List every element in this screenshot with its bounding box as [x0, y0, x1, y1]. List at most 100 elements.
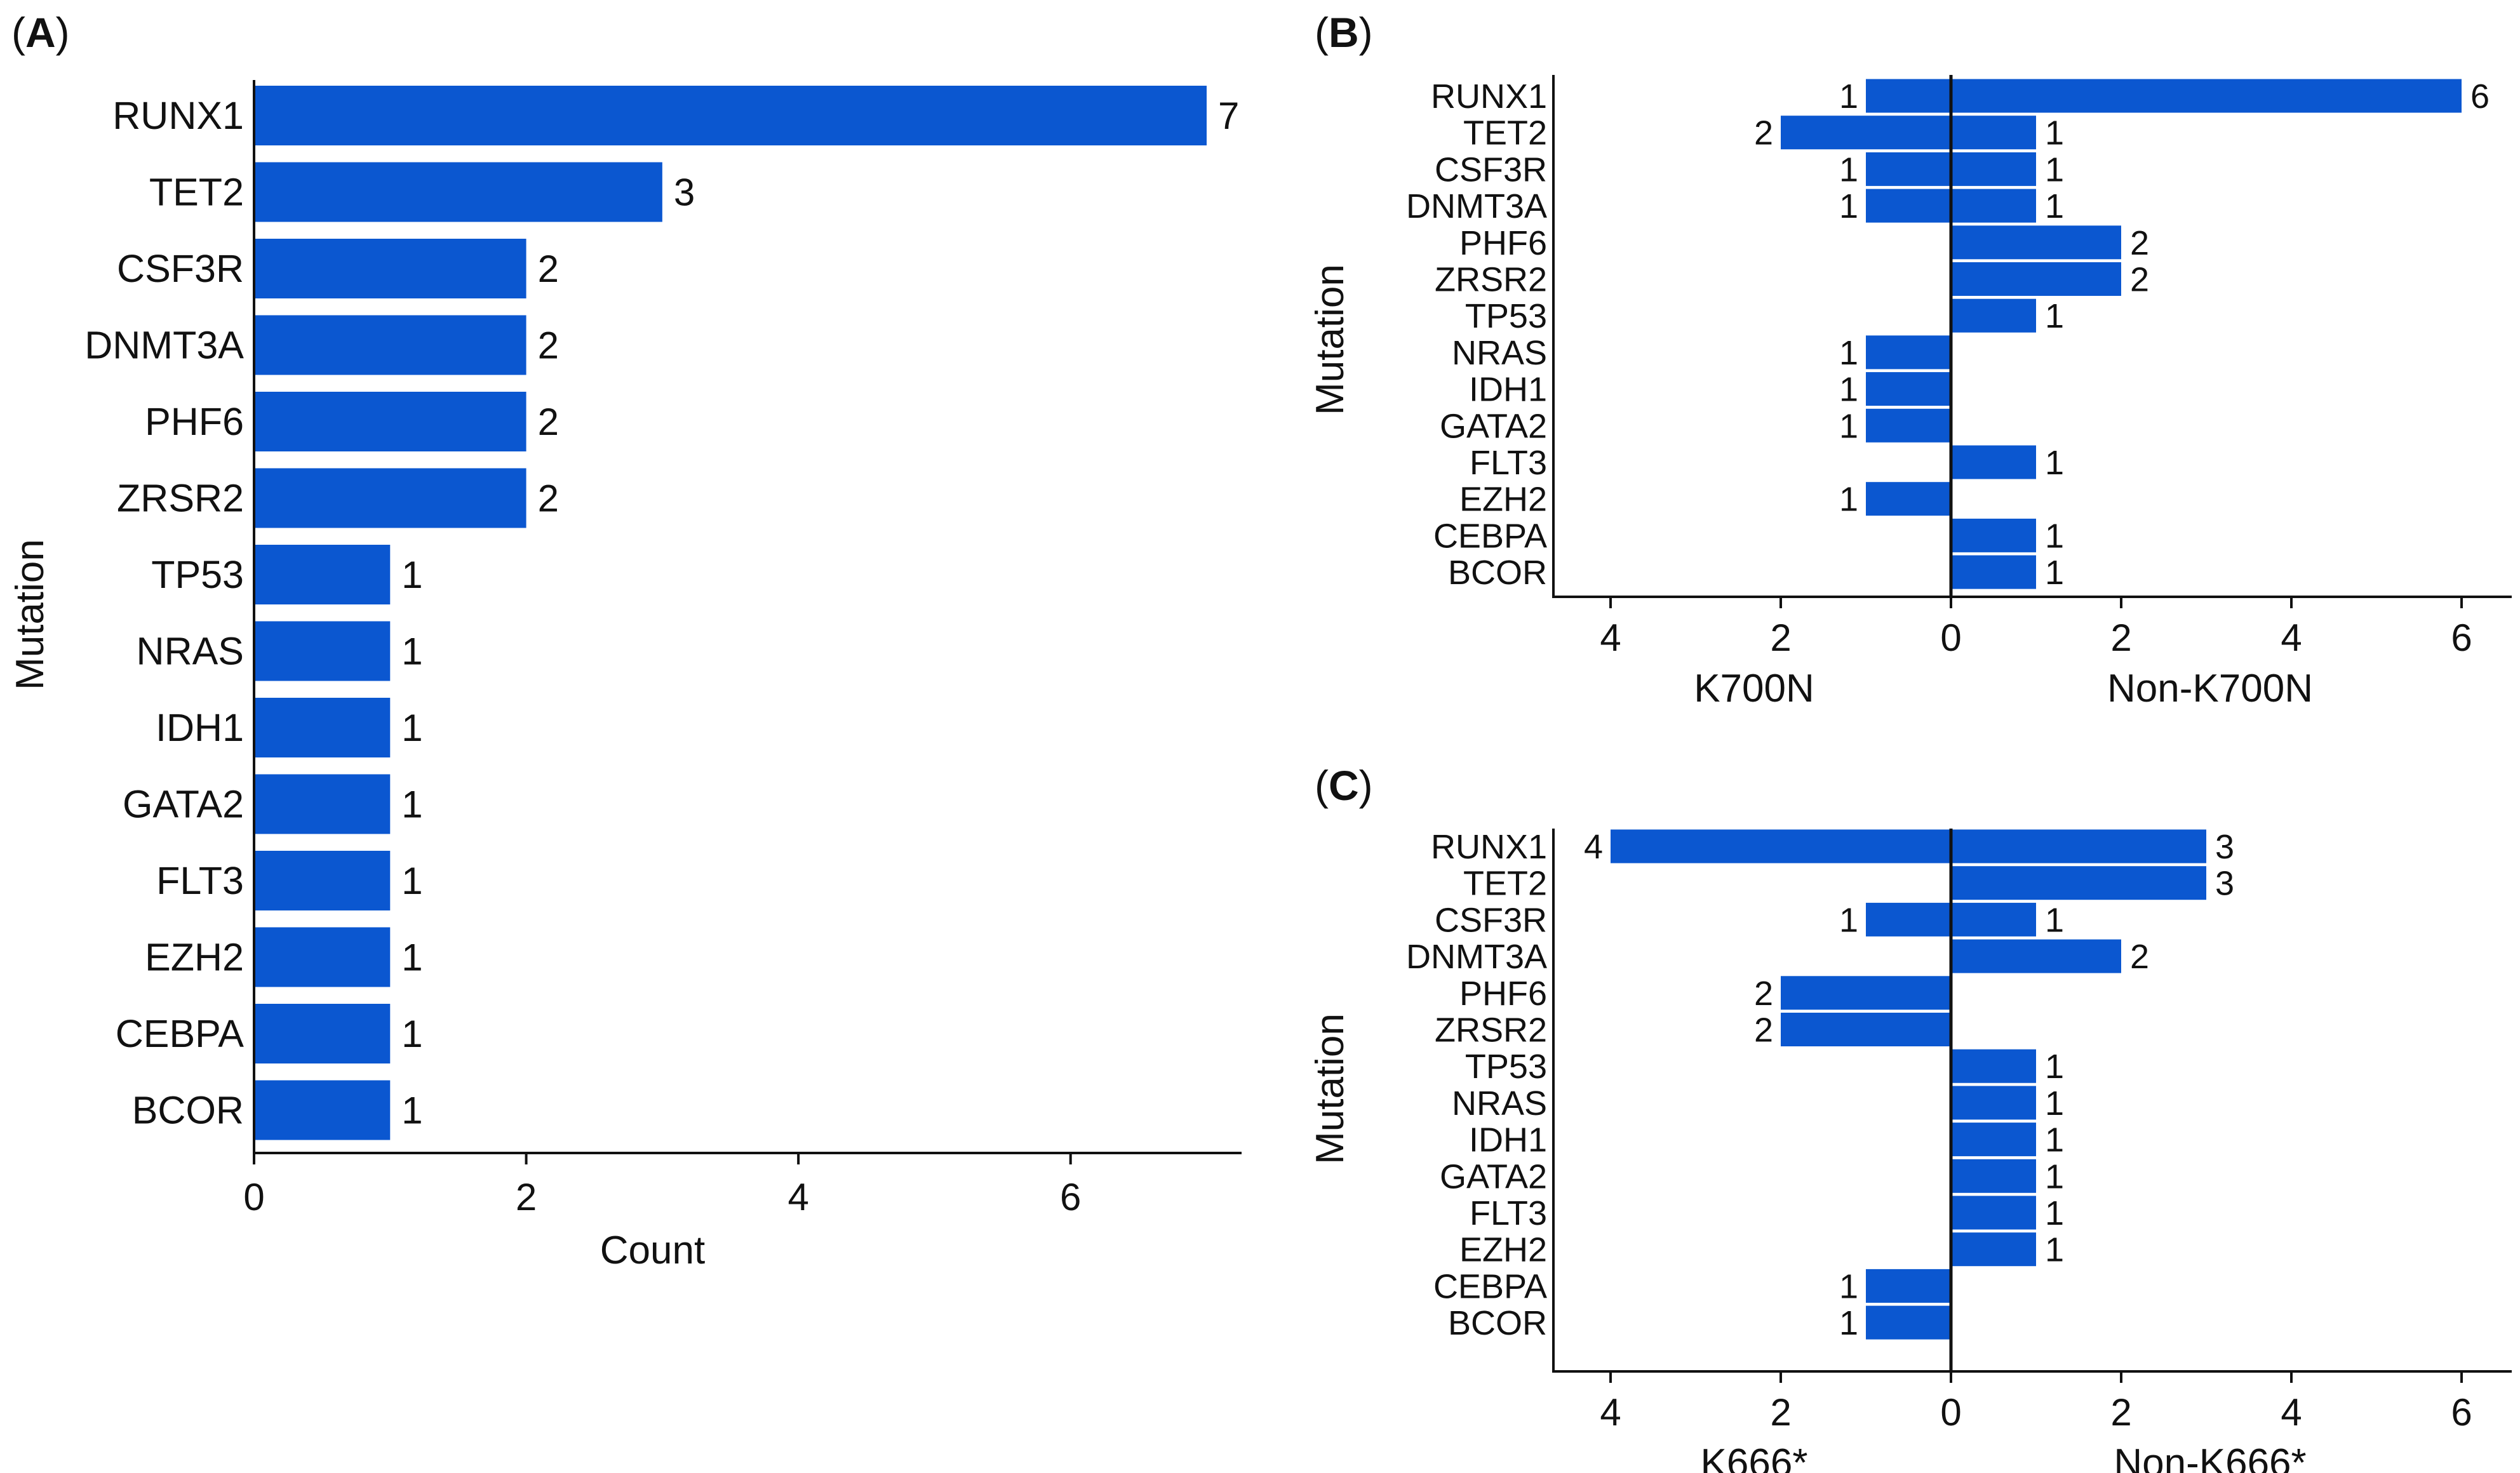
category-label-a-tp53: TP53 [151, 553, 244, 596]
category-label-b-runx1: RUNX1 [1431, 77, 1547, 116]
data-label-a-ezh2: 1 [401, 936, 422, 979]
category-label-a-cebpa: CEBPA [116, 1012, 245, 1055]
category-label-b-nras: NRAS [1452, 334, 1547, 372]
data-label-a-bcor: 1 [401, 1090, 422, 1132]
x-tick-label-b-4: 4 [2281, 617, 2302, 659]
bar-b-non-k700n-tet2 [1951, 116, 2036, 150]
data-label-a-flt3: 1 [401, 860, 422, 902]
bar-a-csf3r [254, 239, 526, 298]
y-axis-title-b: Mutation [1308, 264, 1352, 415]
category-label-a-nras: NRAS [137, 630, 244, 673]
bar-b-k700n-ezh2 [1866, 482, 1951, 516]
category-label-c-gata2: GATA2 [1440, 1157, 1547, 1196]
data-label-b-k700n-idh1: 1 [1839, 371, 1858, 409]
panel-tag-b: (B) [1315, 9, 1373, 56]
bar-b-non-k700n-phf6 [1951, 225, 2121, 260]
bar-a-phf6 [254, 392, 526, 451]
category-label-a-tet2: TET2 [149, 171, 244, 214]
category-label-b-zrsr2: ZRSR2 [1435, 261, 1547, 299]
bar-a-tp53 [254, 545, 391, 604]
category-label-c-tp53: TP53 [1465, 1048, 1547, 1086]
data-label-b-non-k700n-phf6: 2 [2130, 224, 2149, 262]
category-label-c-cebpa: CEBPA [1433, 1267, 1547, 1305]
data-label-a-csf3r: 2 [538, 248, 559, 290]
bar-b-non-k700n-bcor [1951, 555, 2036, 589]
bar-b-non-k700n-cebpa [1951, 518, 2036, 552]
data-label-b-k700n-gata2: 1 [1839, 407, 1858, 445]
data-label-a-dnmt3a: 2 [538, 324, 559, 367]
category-label-a-idh1: IDH1 [156, 706, 244, 749]
bar-a-zrsr2 [254, 468, 526, 528]
x-tick-label-c-2: 0 [1940, 1391, 1961, 1434]
bar-b-non-k700n-csf3r [1951, 152, 2036, 186]
data-label-c-non-k666-dnmt3a: 2 [2130, 938, 2149, 976]
bar-b-k700n-idh1 [1866, 372, 1951, 406]
bar-b-k700n-csf3r [1866, 152, 1951, 186]
data-label-b-non-k700n-runx1: 6 [2470, 77, 2490, 116]
data-label-c-k666-runx1: 4 [1584, 828, 1603, 866]
data-label-b-non-k700n-tp53: 1 [2045, 297, 2064, 335]
data-label-c-non-k666-gata2: 1 [2045, 1157, 2064, 1196]
category-label-c-nras: NRAS [1452, 1084, 1547, 1123]
data-label-b-non-k700n-zrsr2: 2 [2130, 261, 2149, 299]
bar-b-k700n-runx1 [1866, 79, 1951, 113]
data-label-b-k700n-csf3r: 1 [1839, 150, 1858, 189]
data-label-a-tp53: 1 [401, 554, 422, 596]
y-axis-title-c: Mutation [1308, 1013, 1352, 1164]
category-label-b-tp53: TP53 [1465, 297, 1547, 335]
data-label-b-k700n-ezh2: 1 [1839, 481, 1858, 519]
bar-a-nras [254, 621, 391, 681]
data-label-c-k666-cebpa: 1 [1839, 1267, 1858, 1305]
bar-a-runx1 [254, 86, 1207, 145]
category-label-b-cebpa: CEBPA [1433, 517, 1547, 555]
data-label-b-non-k700n-cebpa: 1 [2045, 517, 2064, 555]
x-axis-title-b-right: Non-K700N [2107, 667, 2313, 710]
data-label-b-non-k700n-csf3r: 1 [2045, 150, 2064, 189]
category-label-c-ezh2: EZH2 [1459, 1231, 1547, 1269]
panel-a: (A) RUNX1 7 TET2 3 CSF3R 2 DNMT3A 2 PHF6 2 ZRSR2 2 TP… [8, 9, 1242, 1272]
data-label-c-k666-zrsr2: 2 [1754, 1011, 1773, 1050]
data-label-b-k700n-tet2: 2 [1754, 114, 1773, 152]
data-label-b-non-k700n-tet2: 1 [2045, 114, 2064, 152]
category-label-c-dnmt3a: DNMT3A [1406, 938, 1547, 976]
bar-a-bcor [254, 1080, 391, 1140]
bar-a-idh1 [254, 698, 391, 757]
bar-c-non-k666-runx1 [1951, 829, 2206, 863]
x-tick-label-b-0: 4 [1600, 617, 1621, 659]
x-tick-label-c-4: 4 [2281, 1391, 2302, 1434]
data-label-c-non-k666-tp53: 1 [2045, 1048, 2064, 1086]
category-label-a-phf6: PHF6 [145, 400, 244, 443]
category-label-a-ezh2: EZH2 [145, 936, 244, 979]
data-label-a-runx1: 7 [1218, 95, 1239, 137]
x-tick-label-a-0: 0 [243, 1176, 264, 1218]
category-label-c-flt3: FLT3 [1470, 1194, 1547, 1232]
bar-a-gata2 [254, 774, 391, 834]
data-label-a-phf6: 2 [538, 401, 559, 443]
x-tick-label-a-1: 2 [516, 1176, 537, 1218]
bar-b-k700n-nras [1866, 335, 1951, 370]
category-label-c-bcor: BCOR [1448, 1304, 1547, 1342]
bar-b-k700n-tet2 [1781, 116, 1951, 150]
data-label-c-k666-csf3r: 1 [1839, 901, 1858, 939]
x-axis-title-b-left: K700N [1694, 667, 1814, 710]
category-label-c-runx1: RUNX1 [1431, 828, 1547, 866]
bar-b-non-k700n-flt3 [1951, 445, 2036, 479]
data-label-b-k700n-dnmt3a: 1 [1839, 187, 1858, 225]
data-label-c-non-k666-nras: 1 [2045, 1084, 2064, 1123]
bar-b-non-k700n-zrsr2 [1951, 262, 2121, 296]
x-tick-label-c-0: 4 [1600, 1391, 1621, 1434]
bar-a-ezh2 [254, 927, 391, 987]
category-label-b-dnmt3a: DNMT3A [1406, 187, 1547, 225]
bar-c-non-k666-tet2 [1951, 866, 2206, 900]
bar-a-cebpa [254, 1004, 391, 1063]
bar-c-k666-zrsr2 [1781, 1013, 1951, 1046]
category-label-a-gata2: GATA2 [123, 783, 244, 826]
x-tick-label-b-5: 6 [2451, 617, 2472, 659]
category-label-c-phf6: PHF6 [1459, 975, 1547, 1013]
category-label-c-tet2: TET2 [1463, 865, 1547, 903]
category-label-a-csf3r: CSF3R [117, 247, 244, 290]
category-label-a-flt3: FLT3 [156, 859, 244, 902]
data-label-b-non-k700n-dnmt3a: 1 [2045, 187, 2064, 225]
category-label-b-phf6: PHF6 [1459, 224, 1547, 262]
